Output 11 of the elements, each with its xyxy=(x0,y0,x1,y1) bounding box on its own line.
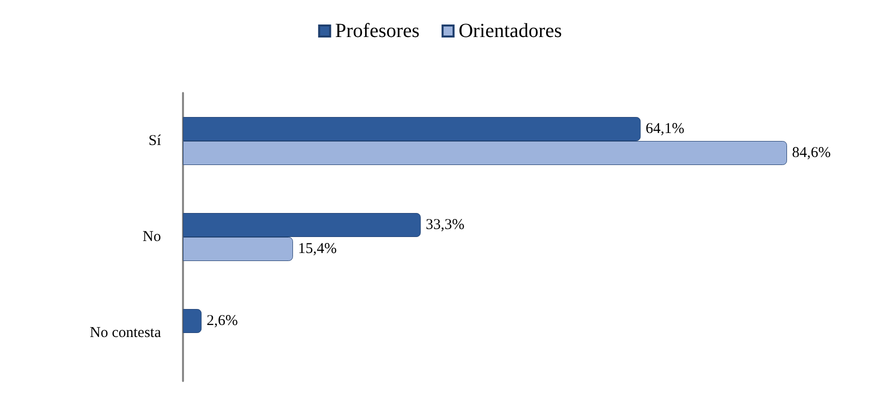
data-label: 15,4% xyxy=(298,241,337,257)
y-tick-label: No xyxy=(142,229,161,245)
legend-label: Orientadores xyxy=(458,20,562,42)
y-tick-label: No contesta xyxy=(90,325,162,341)
data-label: 64,1% xyxy=(646,121,684,137)
bar xyxy=(183,309,202,333)
data-label: 84,6% xyxy=(792,145,831,161)
data-label: 2,6% xyxy=(206,313,238,329)
legend-label: Profesores xyxy=(335,20,420,42)
y-tick-label: Sí xyxy=(148,133,162,149)
data-label: 33,3% xyxy=(426,217,464,233)
